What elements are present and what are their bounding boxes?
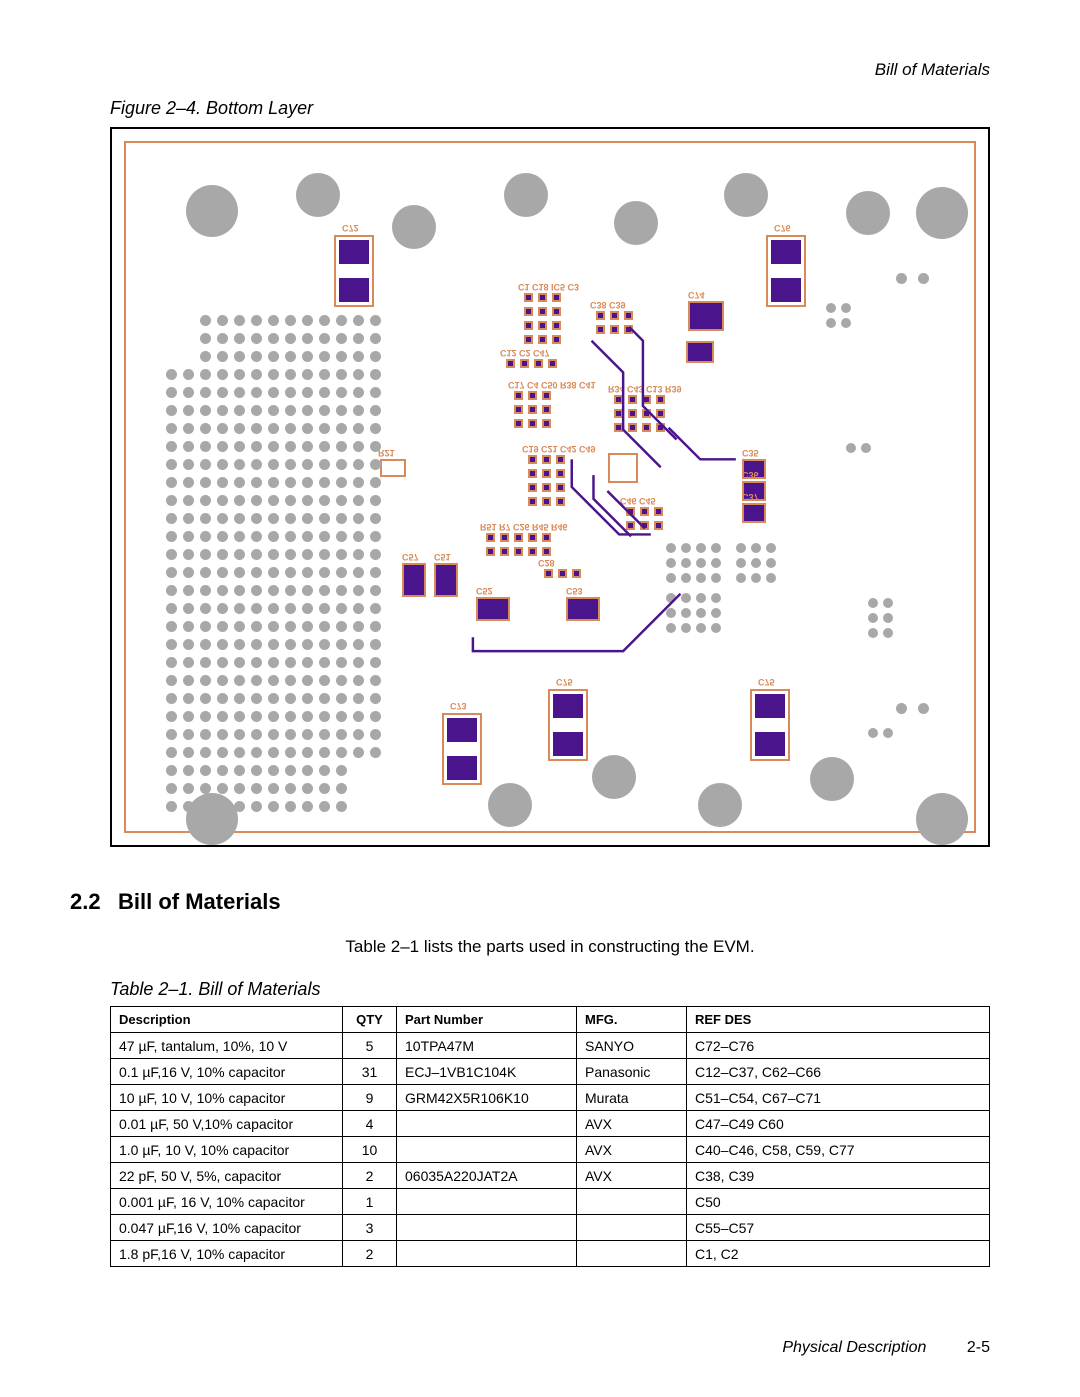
table-cell: 10TPA47M	[397, 1033, 577, 1059]
table-caption: Table 2–1. Bill of Materials	[110, 979, 990, 1000]
section-intro-text: Table 2–1 lists the parts used in constr…	[110, 937, 990, 957]
table-cell: Panasonic	[577, 1059, 687, 1085]
table-cell: C40–C46, C58, C59, C77	[687, 1137, 990, 1163]
table-cell: C12–C37, C62–C66	[687, 1059, 990, 1085]
table-cell: 2	[343, 1163, 397, 1189]
page-footer: Physical Description 2-5	[782, 1339, 990, 1357]
table-cell	[577, 1189, 687, 1215]
table-cell: 0.047 µF,16 V, 10% capacitor	[111, 1215, 343, 1241]
table-cell: C51–C54, C67–C71	[687, 1085, 990, 1111]
table-header-cell: Description	[111, 1007, 343, 1033]
table-cell	[397, 1111, 577, 1137]
table-cell: 4	[343, 1111, 397, 1137]
table-cell: 10 µF, 10 V, 10% capacitor	[111, 1085, 343, 1111]
table-cell: 3	[343, 1215, 397, 1241]
table-cell: C72–C76	[687, 1033, 990, 1059]
table-cell: GRM42X5R106K10	[397, 1085, 577, 1111]
pcb-traces	[126, 143, 974, 831]
section-title: Bill of Materials	[118, 889, 281, 914]
table-header-cell: Part Number	[397, 1007, 577, 1033]
table-row: 1.8 pF,16 V, 10% capacitor2 C1, C2	[111, 1241, 990, 1267]
table-cell: 0.1 µF,16 V, 10% capacitor	[111, 1059, 343, 1085]
table-cell: 0.01 µF, 50 V,10% capacitor	[111, 1111, 343, 1137]
table-row: 0.01 µF, 50 V,10% capacitor4 AVXC47–C49 C…	[111, 1111, 990, 1137]
bom-table: DescriptionQTYPart NumberMFG.REF DES 47 …	[110, 1006, 990, 1267]
table-cell	[397, 1137, 577, 1163]
table-cell: 31	[343, 1059, 397, 1085]
table-cell: C47–C49 C60	[687, 1111, 990, 1137]
table-cell: C50	[687, 1189, 990, 1215]
running-header: Bill of Materials	[110, 60, 990, 80]
table-row: 1.0 µF, 10 V, 10% capacitor10 AVXC40–C46,…	[111, 1137, 990, 1163]
table-cell: 1.0 µF, 10 V, 10% capacitor	[111, 1137, 343, 1163]
table-cell	[577, 1215, 687, 1241]
table-header-cell: MFG.	[577, 1007, 687, 1033]
table-cell: 10	[343, 1137, 397, 1163]
table-header-cell: QTY	[343, 1007, 397, 1033]
table-cell: AVX	[577, 1163, 687, 1189]
table-cell: 1.8 pF,16 V, 10% capacitor	[111, 1241, 343, 1267]
table-cell: C38, C39	[687, 1163, 990, 1189]
section-number: 2.2	[70, 889, 118, 915]
table-cell	[577, 1241, 687, 1267]
table-cell	[397, 1215, 577, 1241]
table-cell	[397, 1189, 577, 1215]
table-cell: C1, C2	[687, 1241, 990, 1267]
table-cell: 5	[343, 1033, 397, 1059]
table-row: 10 µF, 10 V, 10% capacitor9GRM42X5R106K1…	[111, 1085, 990, 1111]
table-cell: 2	[343, 1241, 397, 1267]
table-cell	[397, 1241, 577, 1267]
table-cell: 9	[343, 1085, 397, 1111]
table-row: 22 pF, 50 V, 5%, capacitor206035A220JAT2…	[111, 1163, 990, 1189]
footer-chapter: Physical Description	[782, 1339, 926, 1356]
table-cell: C55–C57	[687, 1215, 990, 1241]
table-cell: 1	[343, 1189, 397, 1215]
table-header-cell: REF DES	[687, 1007, 990, 1033]
table-header-row: DescriptionQTYPart NumberMFG.REF DES	[111, 1007, 990, 1033]
footer-page-number: 2-5	[967, 1339, 990, 1356]
table-cell: 47 µF, tantalum, 10%, 10 V	[111, 1033, 343, 1059]
table-cell: SANYO	[577, 1033, 687, 1059]
table-cell: AVX	[577, 1137, 687, 1163]
table-cell: 22 pF, 50 V, 5%, capacitor	[111, 1163, 343, 1189]
section-heading: 2.2Bill of Materials	[70, 889, 990, 915]
table-cell: ECJ–1VB1C104K	[397, 1059, 577, 1085]
figure-caption: Figure 2–4. Bottom Layer	[110, 98, 990, 119]
pcb-figure: C72C76C73C75C75C74C57C51C52C53C35C36C37R…	[110, 127, 990, 847]
table-cell: AVX	[577, 1111, 687, 1137]
table-cell: 0.001 µF, 16 V, 10% capacitor	[111, 1189, 343, 1215]
table-cell: 06035A220JAT2A	[397, 1163, 577, 1189]
table-row: 0.047 µF,16 V, 10% capacitor3 C55–C57	[111, 1215, 990, 1241]
table-row: 0.001 µF, 16 V, 10% capacitor1 C50	[111, 1189, 990, 1215]
table-cell: Murata	[577, 1085, 687, 1111]
table-row: 0.1 µF,16 V, 10% capacitor31ECJ–1VB1C104…	[111, 1059, 990, 1085]
table-row: 47 µF, tantalum, 10%, 10 V510TPA47MSANYO…	[111, 1033, 990, 1059]
